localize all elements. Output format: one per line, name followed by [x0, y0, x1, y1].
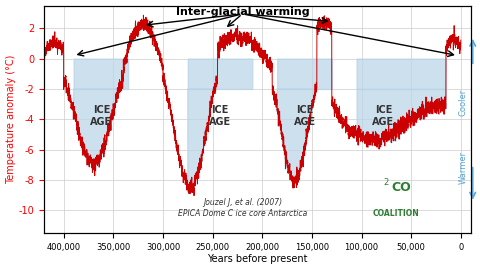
Text: CO: CO: [391, 181, 411, 194]
Text: ICE
AGE: ICE AGE: [372, 105, 395, 127]
Text: ICE
AGE: ICE AGE: [90, 105, 112, 127]
Text: 2: 2: [384, 178, 389, 187]
Text: Jouzel J, et al. (2007): Jouzel J, et al. (2007): [203, 198, 282, 207]
Text: Cooler: Cooler: [459, 89, 468, 116]
Y-axis label: Temperature anomaly (°C): Temperature anomaly (°C): [6, 55, 15, 184]
Text: EPICA Dome C ice core Antarctica: EPICA Dome C ice core Antarctica: [178, 209, 307, 218]
Text: Warmer: Warmer: [459, 151, 468, 184]
Text: COALITION: COALITION: [373, 209, 420, 218]
Text: ICE
AGE: ICE AGE: [294, 105, 316, 127]
Text: ICE
AGE: ICE AGE: [208, 105, 230, 127]
X-axis label: Years before present: Years before present: [207, 254, 308, 264]
Text: Inter-glacial warming: Inter-glacial warming: [176, 7, 309, 17]
